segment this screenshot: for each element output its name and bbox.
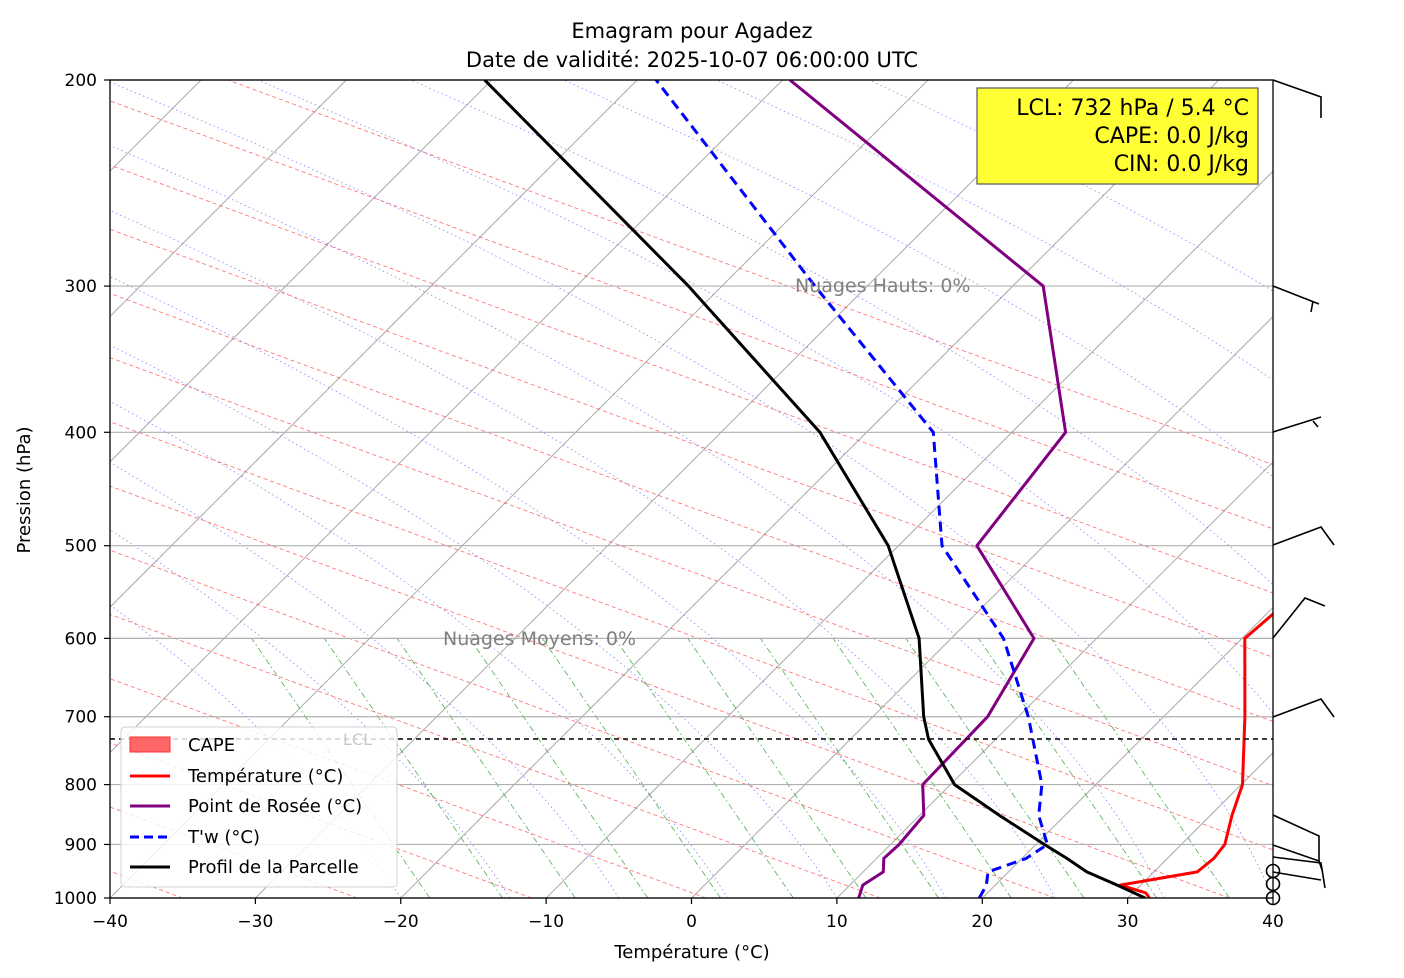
parcel-line <box>483 80 1146 898</box>
dry-adiabat-line <box>110 678 707 898</box>
wind-barb <box>1272 597 1326 639</box>
chart-title-line1: Emagram pour Agadez <box>571 19 812 43</box>
info-lcl: LCL: 732 hPa / 5.4 °C <box>1016 96 1249 121</box>
mixing-ratio-line <box>687 638 867 898</box>
y-tick-label: 400 <box>65 423 97 443</box>
legend-temp-label: Température (°C) <box>187 766 343 787</box>
info-cape: CAPE: 0.0 J/kg <box>1094 124 1249 149</box>
wind-barb <box>1272 526 1335 546</box>
wind-barb <box>1272 285 1320 313</box>
x-tick-label: 30 <box>1117 912 1139 932</box>
isotherm-line <box>400 80 1220 898</box>
x-tick-label: −40 <box>92 912 128 932</box>
y-axis-label: Pression (hPa) <box>14 426 35 553</box>
isotherm-line <box>545 170 1273 898</box>
wind-barb <box>1272 416 1322 433</box>
moist-adiabat-line <box>716 80 1273 381</box>
y-tick-label: 600 <box>65 629 97 649</box>
isotherm-line <box>982 606 1273 898</box>
y-tick-label: 900 <box>65 835 97 855</box>
y-tick-label: 700 <box>65 708 97 728</box>
wind-barb <box>1272 79 1322 118</box>
y-tick-label: 200 <box>65 71 97 91</box>
moist-adiabat-line <box>563 80 1273 478</box>
mid-clouds-label: Nuages Moyens: 0% <box>443 628 636 650</box>
legend: CAPE Température (°C) Point de Rosée (°C… <box>120 726 398 888</box>
wind-barb <box>1272 871 1322 881</box>
isotherm-line <box>110 80 493 463</box>
y-tick-label: 1000 <box>54 889 97 909</box>
isotherm-line <box>255 80 1075 898</box>
x-tick-label: −30 <box>237 912 273 932</box>
mixing-ratio-line <box>396 638 576 898</box>
isotherm-line <box>110 80 784 754</box>
wetbulb-line <box>654 80 1049 898</box>
y-tick-label: 300 <box>65 277 97 297</box>
isotherm-line <box>110 80 638 608</box>
x-tick-label: −10 <box>528 912 564 932</box>
x-tick-label: −20 <box>383 912 419 932</box>
wind-barbs <box>1265 79 1335 906</box>
y-tick-label: 800 <box>65 776 97 796</box>
x-tick-label: 20 <box>971 912 993 932</box>
legend-tw-label: T'w (°C) <box>187 827 260 848</box>
dry-adiabat-line <box>110 164 1273 594</box>
moist-adiabat-line <box>110 209 1056 898</box>
x-ticks: −40 −30 −20 −10 0 10 20 30 40 <box>92 898 1284 932</box>
x-tick-label: 0 <box>686 912 697 932</box>
isotherm-line <box>691 315 1273 898</box>
legend-parcel-label: Profil de la Parcelle <box>188 857 359 878</box>
legend-cape-swatch <box>129 736 171 753</box>
moist-adiabat-line <box>258 80 1273 714</box>
legend-cape-label: CAPE <box>188 735 235 756</box>
isotherm-line <box>1272 897 1273 898</box>
dry-adiabat-line <box>110 100 1273 530</box>
lcl-label: LCL <box>343 730 372 749</box>
info-box-background <box>976 87 1259 185</box>
x-tick-label: 40 <box>1262 912 1284 932</box>
mixing-ratio-line <box>541 638 721 898</box>
y-ticks: 1000 900 800 700 600 500 400 300 200 <box>54 71 110 909</box>
isotherm-line <box>836 461 1273 898</box>
wind-barb <box>1272 814 1320 861</box>
dewpoint-line <box>788 80 1068 898</box>
isotherm-line <box>110 80 929 898</box>
info-cin: CIN: 0.0 J/kg <box>1114 152 1249 177</box>
high-clouds-label: Nuages Hauts: 0% <box>795 275 971 297</box>
wind-barb <box>1272 698 1335 718</box>
moist-adiabat-line <box>410 80 1273 586</box>
info-box: LCL: 732 hPa / 5.4 °C CAPE: 0.0 J/kg CIN… <box>976 87 1259 185</box>
legend-box <box>120 726 398 888</box>
y-tick-label: 500 <box>65 537 97 557</box>
temperature-line <box>1118 612 1273 898</box>
legend-dew-label: Point de Rosée (°C) <box>188 796 362 817</box>
chart-title-line2: Date de validité: 2025-10-07 06:00:00 UT… <box>466 48 918 72</box>
wind-barb <box>1272 856 1326 889</box>
x-axis-label: Température (°C) <box>613 942 769 963</box>
x-tick-label: 10 <box>826 912 848 932</box>
profile-lines <box>483 80 1273 898</box>
